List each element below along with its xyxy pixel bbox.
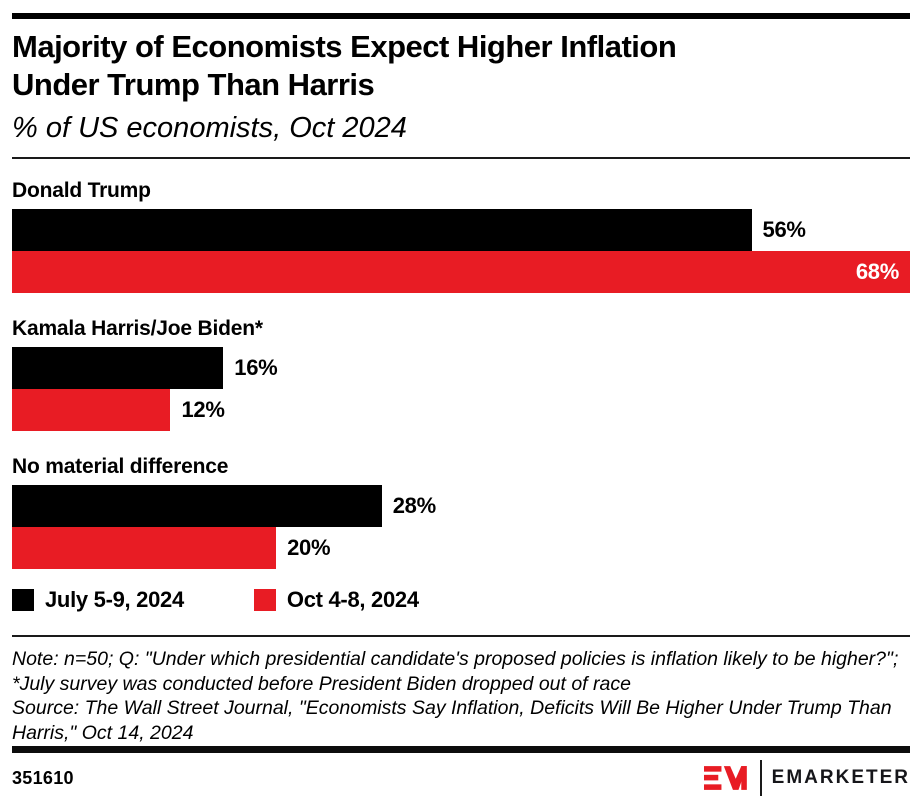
legend-item-oct: Oct 4-8, 2024 [253, 587, 419, 613]
brand-name: EMARKETER [771, 767, 910, 788]
footnote-block: Note: n=50; Q: "Under which presidential… [12, 635, 910, 745]
bar-row: 20% [12, 527, 910, 569]
category-label: Donald Trump [12, 179, 151, 202]
chart-title: Majority of Economists Expect Higher Inf… [12, 28, 910, 104]
legend: July 5-9, 2024 Oct 4-8, 2024 [12, 587, 910, 613]
legend-label-oct: Oct 4-8, 2024 [286, 587, 419, 612]
category-label: No material difference [12, 455, 229, 478]
legend-swatch-red-icon [253, 589, 276, 611]
bar-row: 68% [12, 251, 910, 293]
chart-title-line2: Under Trump Than Harris [12, 67, 375, 102]
bar-value-label: 12% [181, 397, 225, 422]
bar-series-1 [12, 389, 171, 431]
bar-group: Donald Trump 56% 68% [12, 179, 910, 293]
header-divider [12, 157, 910, 159]
legend-swatch-black-icon [12, 589, 34, 611]
chart-title-line1: Majority of Economists Expect Higher Inf… [12, 29, 677, 64]
legend-label-july: July 5-9, 2024 [45, 587, 184, 612]
bar-series-0 [12, 347, 224, 389]
chart-subtitle: % of US economists, Oct 2024 [12, 112, 407, 144]
bar-row: 56% [12, 209, 910, 251]
bar-value-label: 28% [392, 493, 436, 518]
bar-value-label: 68% [855, 259, 899, 284]
bar-series-1 [12, 251, 910, 293]
bar-series-1 [12, 527, 277, 569]
bar-series-0 [12, 209, 752, 251]
bar-row: 12% [12, 389, 910, 431]
emarketer-logo-icon [703, 766, 747, 790]
bar-value-label: 20% [287, 535, 331, 560]
brand-lockup: EMARKETER [703, 760, 910, 796]
bar-value-label: 56% [762, 217, 806, 242]
footer: 351610 EMARKETER [12, 760, 910, 796]
top-rule [12, 13, 910, 19]
bar-series-0 [12, 485, 382, 527]
category-label: Kamala Harris/Joe Biden* [12, 317, 263, 340]
bar-chart: Donald Trump 56% 68% Kamala Harris/Joe Bide… [12, 179, 910, 569]
source-text: Source: The Wall Street Journal, "Econom… [12, 697, 892, 744]
note-text: Note: n=50; Q: "Under which presidential… [12, 648, 899, 695]
bar-row: 28% [12, 485, 910, 527]
chart-id: 351610 [12, 767, 74, 788]
bar-group: Kamala Harris/Joe Biden* 16% 12% [12, 317, 910, 431]
bar-group: No material difference 28% 20% [12, 455, 910, 569]
bar-row: 16% [12, 347, 910, 389]
brand-separator [759, 760, 762, 796]
legend-item-july: July 5-9, 2024 [12, 587, 184, 613]
bar-value-label: 16% [234, 355, 278, 380]
footer-rule [12, 746, 910, 753]
